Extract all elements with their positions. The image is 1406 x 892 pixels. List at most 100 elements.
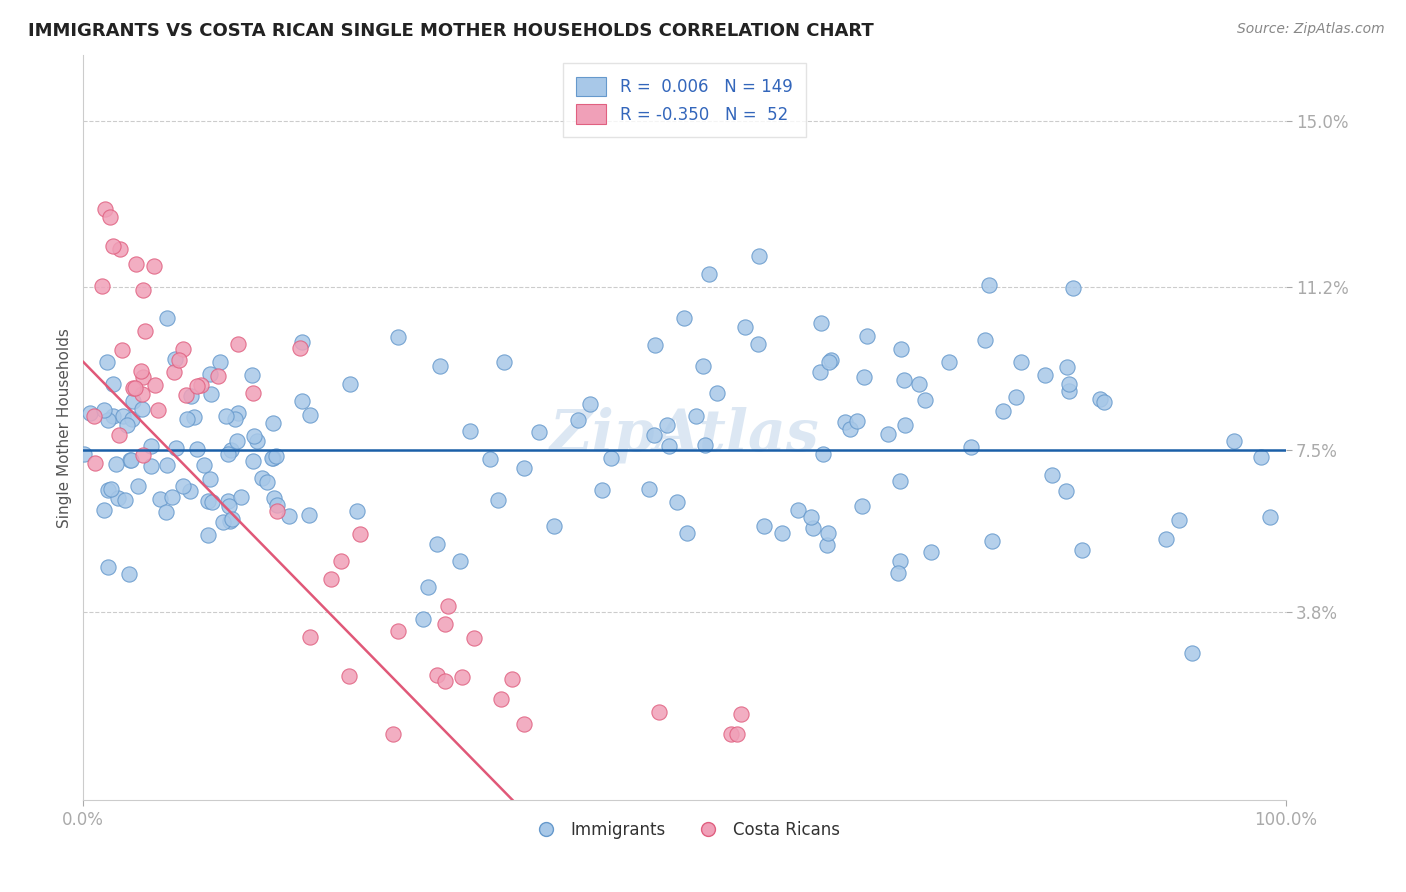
Point	[115, 417, 138, 432]
Point	[121, 412, 143, 426]
Point	[501, 673, 523, 687]
Point	[319, 573, 342, 587]
Point	[591, 483, 613, 497]
Point	[747, 336, 769, 351]
Point	[298, 508, 321, 522]
Point	[131, 387, 153, 401]
Point	[426, 537, 449, 551]
Point	[527, 425, 550, 440]
Point	[299, 408, 322, 422]
Point	[208, 355, 231, 369]
Point	[644, 338, 666, 352]
Point	[489, 692, 512, 706]
Point	[200, 387, 222, 401]
Point	[513, 717, 536, 731]
Point	[225, 434, 247, 449]
Point	[180, 389, 202, 403]
Point	[104, 457, 127, 471]
Point	[197, 527, 219, 541]
Point	[815, 539, 838, 553]
Point	[893, 373, 915, 387]
Point	[98, 211, 121, 225]
Point	[132, 448, 155, 462]
Point	[198, 472, 221, 486]
Point	[692, 359, 714, 374]
Point	[298, 630, 321, 644]
Point	[120, 453, 142, 467]
Point	[890, 342, 912, 356]
Text: IMMIGRANTS VS COSTA RICAN SINGLE MOTHER HOUSEHOLDS CORRELATION CHART: IMMIGRANTS VS COSTA RICAN SINGLE MOTHER …	[28, 22, 875, 40]
Point	[114, 493, 136, 508]
Point	[84, 456, 107, 470]
Point	[97, 483, 120, 497]
Point	[381, 727, 404, 741]
Point	[262, 451, 284, 466]
Point	[817, 355, 839, 369]
Point	[463, 631, 485, 645]
Point	[856, 329, 879, 343]
Point	[638, 483, 661, 497]
Point	[695, 438, 717, 452]
Point	[139, 439, 162, 453]
Point	[991, 404, 1014, 418]
Point	[938, 355, 960, 369]
Point	[648, 705, 671, 719]
Point	[770, 525, 793, 540]
Point	[172, 478, 194, 492]
Point	[811, 447, 834, 461]
Point	[226, 406, 249, 420]
Point	[183, 410, 205, 425]
Point	[112, 409, 135, 423]
Point	[974, 333, 997, 347]
Point	[101, 238, 124, 252]
Point	[217, 447, 239, 461]
Point	[1070, 543, 1092, 558]
Point	[291, 334, 314, 349]
Point	[262, 417, 284, 431]
Point	[658, 439, 681, 453]
Point	[513, 461, 536, 475]
Point	[142, 260, 165, 274]
Point	[657, 418, 679, 433]
Point	[810, 316, 832, 330]
Point	[118, 452, 141, 467]
Point	[458, 424, 481, 438]
Point	[288, 341, 311, 355]
Point	[851, 499, 873, 513]
Y-axis label: Single Mother Households: Single Mother Households	[58, 327, 72, 527]
Point	[675, 526, 697, 541]
Point	[240, 368, 263, 382]
Point	[889, 554, 911, 568]
Point	[1054, 483, 1077, 498]
Point	[877, 427, 900, 442]
Point	[706, 386, 728, 401]
Point	[725, 727, 748, 741]
Point	[207, 369, 229, 384]
Point	[1181, 646, 1204, 660]
Point	[787, 503, 810, 517]
Point	[1250, 450, 1272, 464]
Point	[387, 330, 409, 344]
Point	[1168, 512, 1191, 526]
Point	[242, 454, 264, 468]
Point	[167, 353, 190, 368]
Point	[186, 442, 208, 456]
Point	[959, 440, 981, 454]
Point	[1062, 281, 1084, 295]
Point	[846, 414, 869, 428]
Point	[174, 388, 197, 402]
Point	[156, 458, 179, 472]
Point	[277, 508, 299, 523]
Point	[478, 452, 501, 467]
Point	[643, 428, 665, 442]
Point	[212, 515, 235, 529]
Point	[412, 612, 434, 626]
Point	[93, 502, 115, 516]
Text: ZipAtlas: ZipAtlas	[550, 407, 820, 463]
Point	[122, 381, 145, 395]
Point	[72, 447, 94, 461]
Point	[262, 450, 284, 465]
Point	[266, 503, 288, 517]
Point	[748, 249, 770, 263]
Point	[1088, 392, 1111, 406]
